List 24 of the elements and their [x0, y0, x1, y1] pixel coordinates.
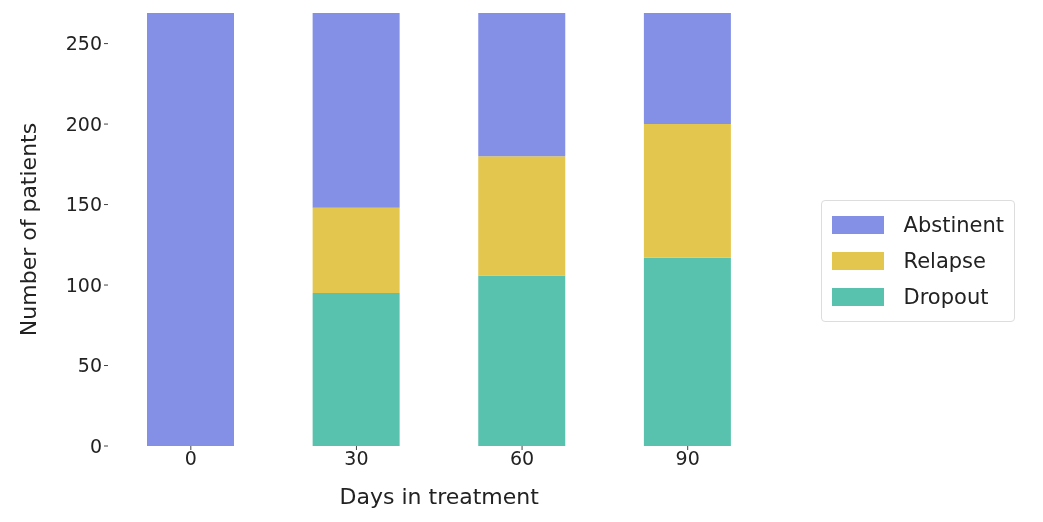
bar: [312, 13, 400, 208]
x-tick-label: 0: [184, 447, 197, 470]
bar: [478, 13, 566, 157]
legend-label: Relapse: [903, 249, 986, 273]
x-tick-label: 90: [675, 447, 700, 470]
x-tick-label: 30: [344, 447, 369, 470]
y-tick-label: 50: [77, 354, 102, 377]
bar: [478, 156, 566, 276]
x-tick-label: 60: [509, 447, 535, 470]
legend-label: Dropout: [903, 285, 989, 309]
y-tick-label: 100: [65, 273, 102, 296]
y-tick-label: 150: [65, 193, 102, 216]
x-axis-title: Days in treatment: [339, 484, 540, 509]
bar: [312, 293, 400, 446]
bar: [478, 275, 566, 446]
bar: [147, 13, 234, 446]
bar: [643, 13, 731, 125]
bar: [312, 207, 400, 294]
y-axis-title: Number of patients: [15, 122, 41, 337]
bar: [643, 124, 731, 258]
y-tick-label: 200: [65, 112, 102, 135]
y-tick-label: 250: [65, 32, 102, 55]
legend-label: Abstinent: [903, 213, 1004, 237]
bar: [643, 257, 731, 446]
